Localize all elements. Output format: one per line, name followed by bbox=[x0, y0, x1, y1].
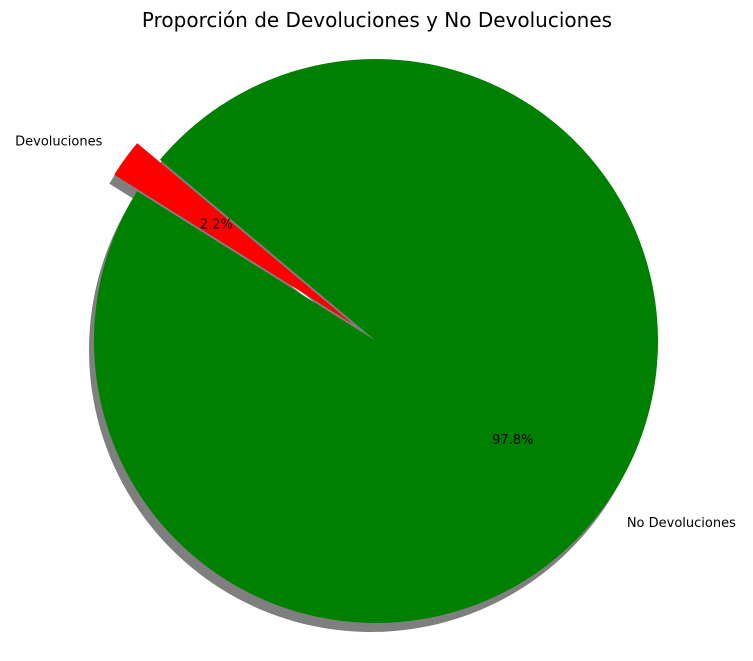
pct-label-no-devoluciones: 97.8% bbox=[492, 433, 533, 448]
pct-label-devoluciones: 2.2% bbox=[200, 217, 233, 232]
pie-slice-no-devoluciones bbox=[94, 58, 658, 623]
pie-slice-devoluciones bbox=[114, 143, 354, 325]
slice-labels: Devoluciones 2.2% No Devoluciones 97.8% bbox=[15, 134, 736, 531]
pie-slices bbox=[94, 58, 658, 623]
slice-label-devoluciones: Devoluciones bbox=[15, 134, 102, 149]
slice-label-no-devoluciones: No Devoluciones bbox=[627, 516, 736, 531]
chart-title: Proporción de Devoluciones y No Devoluci… bbox=[142, 8, 612, 32]
